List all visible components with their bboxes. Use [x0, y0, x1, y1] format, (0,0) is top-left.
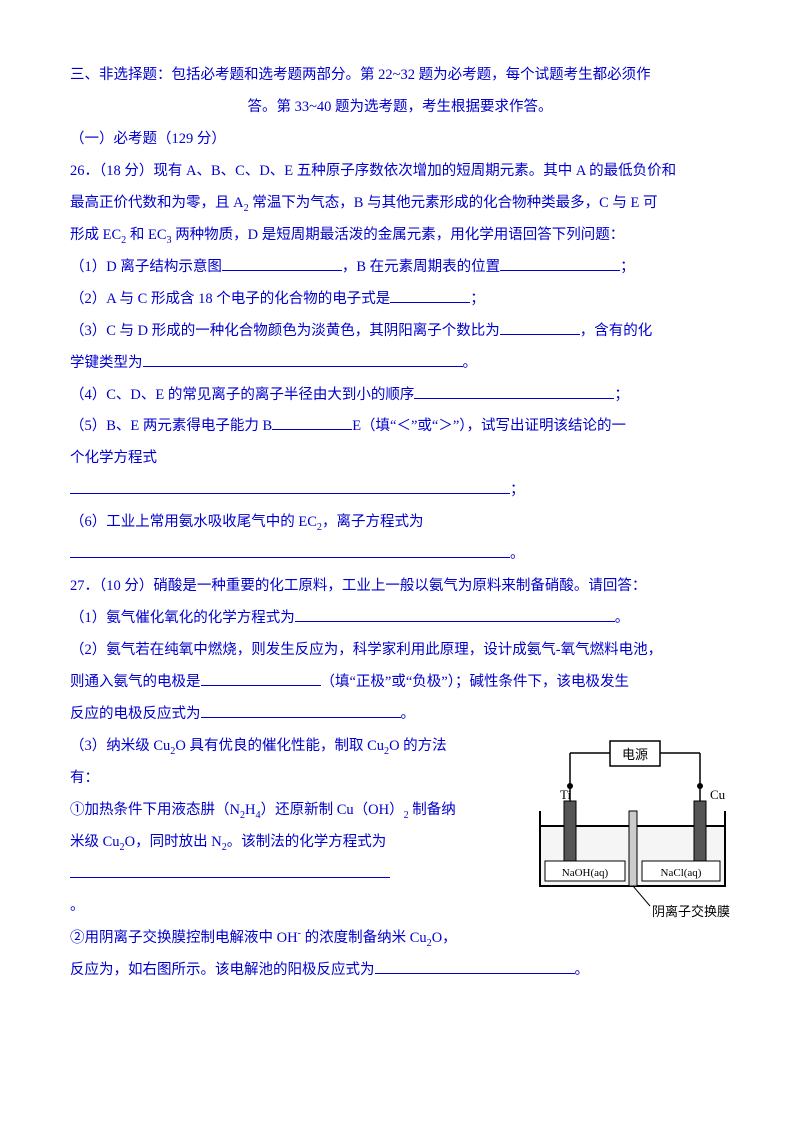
- blank: [272, 415, 352, 431]
- blank: [375, 959, 575, 975]
- q27-p2e: 。: [401, 706, 416, 722]
- electrolysis-svg: 电源 Ti Cu NaOH(: [530, 731, 730, 926]
- q27-p3-2: 有：: [70, 763, 520, 795]
- blank: [201, 702, 401, 718]
- q27-p1: （1）氨气催化氧化的化学方程式为 。: [70, 603, 730, 635]
- q27-p3-4: 米级 Cu2O，同时放出 N2。该制法的化学方程式为: [70, 827, 520, 859]
- q27-p3p: 。: [575, 962, 590, 978]
- header-line-1: 三、非选择题：包括必考题和选考题两部分。第 22~32 题为必考题，每个试题考生…: [70, 60, 730, 92]
- q26-stem-3b: 和 EC: [126, 227, 166, 243]
- q27-p3-row: （3）纳米级 Cu2O 具有优良的催化性能，制取 Cu2O 的方法 有： ①加热…: [70, 731, 730, 956]
- q27-p3l: ②用阴离子交换膜控制电解液中 OH: [70, 930, 298, 946]
- sub-2f: 2: [240, 810, 245, 821]
- q26-stem-2: 最高正价代数和为零，且 A2 常温下为气态，B 与其他元素形成的化合物种类最多，…: [70, 188, 730, 220]
- q27-p3h: 米级 Cu: [70, 834, 120, 850]
- section-title: （一）必考题（129 分）: [70, 124, 730, 156]
- q26-p1b: ，B 在元素周期表的位置: [342, 259, 500, 275]
- q26-p4a: （4）C、D、E 的常见离子的离子半径由大到小的顺序: [70, 387, 414, 403]
- q27-p3j: 。该制法的化学方程式为: [227, 834, 387, 850]
- q26-p4: （4）C、D、E 的常见离子的离子半径由大到小的顺序 ；: [70, 380, 730, 412]
- electrolysis-diagram: 电源 Ti Cu NaOH(: [520, 731, 730, 926]
- q27-p3-3: ①加热条件下用液态肼（N2H4）还原新制 Cu（OH）2 制备纳: [70, 795, 520, 827]
- q26-p3-2: 学键类型为 。: [70, 348, 730, 380]
- q27-p3-text: （3）纳米级 Cu2O 具有优良的催化性能，制取 Cu2O 的方法 有： ①加热…: [70, 731, 520, 956]
- q26-p2a: （2）A 与 C 形成含 18 个电子的化合物的电子式是: [70, 291, 390, 307]
- q27-p3-1: （3）纳米级 Cu2O 具有优良的催化性能，制取 Cu2O 的方法: [70, 731, 520, 763]
- q26-p4b: ；: [614, 387, 629, 403]
- q26-p5-1: （5）B、E 两元素得电子能力 B E（填“＜”或“＞”），试写出证明该结论的一: [70, 411, 730, 443]
- header-line-2: 答。第 33~40 题为选考题，考生根据要求作答。: [70, 92, 730, 124]
- q26-p3-1: （3）C 与 D 形成的一种化合物颜色为淡黄色，其阴阳离子个数比为 ，含有的化: [70, 316, 730, 348]
- blank: [390, 287, 470, 303]
- q26-stem-3c: 两种物质，D 是短周期最活泼的金属元素，用化学用语回答下列问题：: [172, 227, 625, 243]
- q27-p3n: O，: [432, 930, 457, 946]
- label-power: 电源: [622, 747, 648, 762]
- q27-p1b: 。: [615, 610, 630, 626]
- q26-p6a: （6）工业上常用氨水吸收尾气中的 EC: [70, 514, 317, 530]
- blank: [295, 607, 615, 623]
- blank: [70, 543, 510, 559]
- q26-p6c: 。: [510, 546, 525, 562]
- q27-p3a: （3）纳米级 Cu: [70, 738, 170, 754]
- blank: [500, 256, 620, 272]
- q27-stem: 27．（10 分）硝酸是一种重要的化工原料，工业上一般以氨气为原料来制备硝酸。请…: [70, 571, 730, 603]
- q26-p6b: ，离子方程式为: [322, 514, 424, 530]
- q26-p3a: （3）C 与 D 形成的一种化合物颜色为淡黄色，其阴阳离子个数比为: [70, 323, 500, 339]
- blank: [70, 863, 390, 879]
- q27-p2d: 反应的电极反应式为: [70, 706, 201, 722]
- label-ti: Ti: [560, 787, 571, 802]
- q27-p2b: 则通入氨气的电极是: [70, 674, 201, 690]
- q27-p3m: 的浓度制备纳米 Cu: [301, 930, 427, 946]
- q26-p1c: ；: [620, 259, 635, 275]
- q27-p2-2: 则通入氨气的电极是 （填“正极”或“负极”）；碱性条件下，该电极发生: [70, 667, 730, 699]
- q26-p2: （2）A 与 C 形成含 18 个电子的化合物的电子式是 ；: [70, 284, 730, 316]
- q27-p2c: （填“正极”或“负极”）；碱性条件下，该电极发生: [321, 674, 630, 690]
- blank: [201, 670, 321, 686]
- q26-p1: （1）D 离子结构示意图 ，B 在元素周期表的位置 ；: [70, 252, 730, 284]
- q27-p3-5b: 。: [70, 891, 520, 923]
- q27-p3o: 反应为，如右图所示。该电解池的阳极反应式为: [70, 962, 375, 978]
- q26-p3b: ，含有的化: [580, 323, 653, 339]
- q27-p3-6: ②用阴离子交换膜控制电解液中 OH- 的浓度制备纳米 Cu2O，: [70, 923, 520, 955]
- q26-stem-2a: 最高正价代数和为零，且 A: [70, 195, 244, 211]
- blank: [414, 383, 614, 399]
- q27-p3c: O 的方法: [389, 738, 447, 754]
- q26-p5-2: 个化学方程式: [70, 443, 730, 475]
- q26-p2b: ；: [470, 291, 485, 307]
- q26-p5d: ；: [510, 482, 525, 498]
- q26-p6-2: 。: [70, 539, 730, 571]
- q27-p2-1: （2）氨气若在纯氧中燃烧，则发生反应为，科学家利用此原理，设计成氨气-氧气燃料电…: [70, 635, 730, 667]
- label-nacl: NaCl(aq): [661, 867, 702, 879]
- q26-p3c: 学键类型为: [70, 355, 143, 371]
- q27-p2-3: 反应的电极反应式为 。: [70, 699, 730, 731]
- q27-p3e: ①加热条件下用液态肼（N: [70, 802, 240, 818]
- q26-stem-3a: 形成 EC: [70, 227, 121, 243]
- blank: [222, 256, 342, 272]
- q26-p5a: （5）B、E 两元素得电子能力 B: [70, 418, 272, 434]
- q26-p3d: 。: [463, 355, 478, 371]
- q26-p5c: 个化学方程式: [70, 450, 157, 466]
- blank: [143, 351, 463, 367]
- q26-stem-1: 26．（18 分）现有 A、B、C、D、E 五种原子序数依次增加的短周期元素。其…: [70, 156, 730, 188]
- label-cu: Cu: [710, 787, 726, 802]
- q26-p5b: E（填“＜”或“＞”），试写出证明该结论的一: [352, 418, 626, 434]
- label-naoh: NaOH(aq): [562, 867, 609, 879]
- blank: [500, 319, 580, 335]
- q27-p3-7: 反应为，如右图所示。该电解池的阳极反应式为 。: [70, 955, 730, 987]
- q26-stem-3: 形成 EC2 和 EC3 两种物质，D 是短周期最活泼的金属元素，用化学用语回答…: [70, 220, 730, 252]
- q27-p3b: O 具有优良的催化性能，制取 Cu: [175, 738, 384, 754]
- blank: [70, 479, 510, 495]
- label-membrane: 阴离子交换膜: [652, 904, 730, 919]
- q27-p3g: 制备纳: [409, 802, 456, 818]
- q27-p3-5: [70, 859, 520, 891]
- q27-p3f: ）还原新制 Cu（OH）: [261, 802, 404, 818]
- q26-p5-3: ；: [70, 475, 730, 507]
- q26-p1a: （1）D 离子结构示意图: [70, 259, 222, 275]
- q26-stem-2b: 常温下为气态，B 与其他元素形成的化合物种类最多，C 与 E 可: [249, 195, 658, 211]
- q26-p6-1: （6）工业上常用氨水吸收尾气中的 EC2，离子方程式为: [70, 507, 730, 539]
- page-root: 三、非选择题：包括必考题和选考题两部分。第 22~32 题为必考题，每个试题考生…: [0, 0, 800, 1132]
- q27-p1a: （1）氨气催化氧化的化学方程式为: [70, 610, 295, 626]
- q27-p3i: O，同时放出 N: [125, 834, 222, 850]
